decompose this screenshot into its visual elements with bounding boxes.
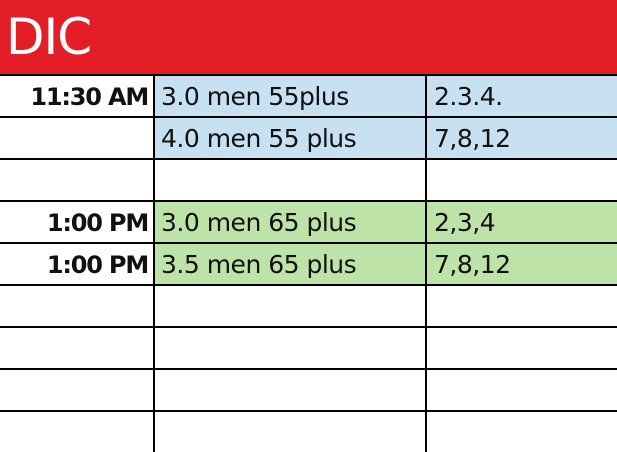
courts-cell[interactable]: 7,8,12 <box>425 244 617 284</box>
division-cell[interactable]: 3.5 men 65 plus <box>153 244 425 284</box>
courts-cell[interactable] <box>425 412 617 452</box>
table-row: 4.0 men 55 plus 7,8,12 <box>0 116 617 158</box>
courts-cell[interactable]: 7,8,12 <box>425 118 617 158</box>
header-banner: DIC <box>0 0 617 74</box>
division-cell[interactable] <box>153 370 425 410</box>
table-row: 11:30 AM 3.0 men 55plus 2.3.4. <box>0 74 617 116</box>
table-row <box>0 284 617 326</box>
time-cell[interactable]: 1:00 PM <box>46 209 149 237</box>
time-cell[interactable] <box>0 160 153 200</box>
division-cell[interactable] <box>153 286 425 326</box>
courts-cell[interactable] <box>425 370 617 410</box>
division-cell[interactable] <box>153 160 425 200</box>
time-cell[interactable] <box>0 370 153 410</box>
courts-cell[interactable]: 2.3.4. <box>425 76 617 116</box>
division-cell[interactable]: 3.0 men 55plus <box>153 76 425 116</box>
division-cell[interactable]: 4.0 men 55 plus <box>153 118 425 158</box>
courts-cell[interactable]: 2,3,4 <box>425 202 617 242</box>
table-row <box>0 368 617 410</box>
table-row: 1:00 PM 3.0 men 65 plus 2,3,4 <box>0 200 617 242</box>
page-title: DIC <box>6 8 92 66</box>
table-row <box>0 326 617 368</box>
table-row: 1:00 PM 3.5 men 65 plus 7,8,12 <box>0 242 617 284</box>
table-row <box>0 410 617 452</box>
division-cell[interactable] <box>153 412 425 452</box>
time-cell[interactable] <box>0 286 153 326</box>
courts-cell[interactable] <box>425 160 617 200</box>
table-row <box>0 158 617 200</box>
division-cell[interactable]: 3.0 men 65 plus <box>153 202 425 242</box>
courts-cell[interactable] <box>425 328 617 368</box>
division-cell[interactable] <box>153 328 425 368</box>
time-cell[interactable] <box>0 118 153 158</box>
time-cell[interactable] <box>0 328 153 368</box>
time-cell[interactable]: 1:00 PM <box>46 251 149 279</box>
time-cell[interactable]: 11:30 AM <box>30 83 149 111</box>
schedule-table: 11:30 AM 3.0 men 55plus 2.3.4. 4.0 men 55 p… <box>0 74 617 452</box>
courts-cell[interactable] <box>425 286 617 326</box>
time-cell[interactable] <box>0 412 153 452</box>
